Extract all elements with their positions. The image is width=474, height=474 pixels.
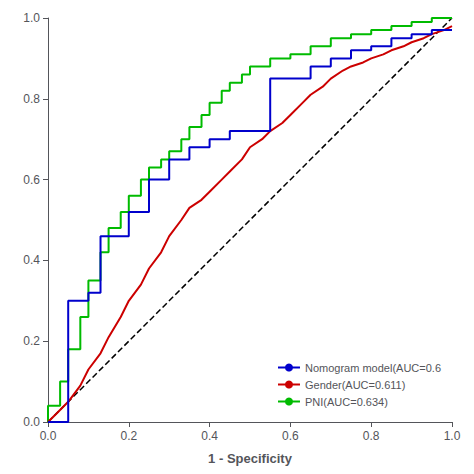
- svg-text:0.4: 0.4: [23, 253, 40, 267]
- svg-text:Nomogram model(AUC=0.6: Nomogram model(AUC=0.6: [305, 362, 441, 374]
- svg-text:0.8: 0.8: [363, 429, 380, 443]
- svg-text:0.8: 0.8: [23, 92, 40, 106]
- svg-text:1.0: 1.0: [23, 11, 40, 25]
- svg-text:1.0: 1.0: [444, 429, 461, 443]
- svg-text:0.2: 0.2: [23, 334, 40, 348]
- svg-text:PNI(AUC=0.634): PNI(AUC=0.634): [305, 396, 388, 408]
- svg-text:0.6: 0.6: [282, 429, 299, 443]
- svg-text:1 - Specificity: 1 - Specificity: [208, 451, 293, 466]
- svg-text:0.0: 0.0: [40, 429, 57, 443]
- svg-text:Gender(AUC=0.611): Gender(AUC=0.611): [305, 379, 405, 391]
- svg-text:0.0: 0.0: [23, 415, 40, 429]
- svg-text:0.4: 0.4: [201, 429, 218, 443]
- svg-text:0.2: 0.2: [120, 429, 137, 443]
- svg-text:0.6: 0.6: [23, 173, 40, 187]
